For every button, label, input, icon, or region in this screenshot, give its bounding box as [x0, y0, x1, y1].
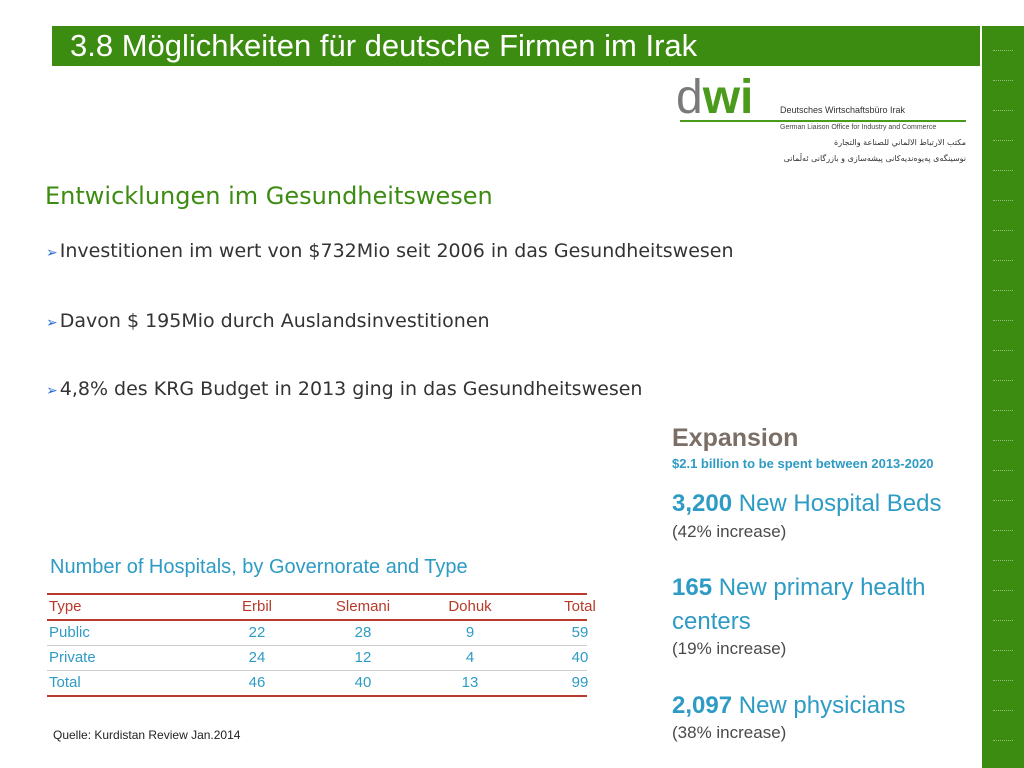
strip-dots [993, 110, 1013, 113]
strip-dots [993, 680, 1013, 683]
bullet-item: ➢ 4,8% des KRG Budget in 2013 ging in das… [46, 378, 642, 400]
bullet-text: Davon $ 195Mio durch Auslandsinvestition… [59, 310, 490, 332]
stat-label-continued: centers [672, 608, 751, 635]
stat-primary-health-centers: 165 New primary health [672, 574, 925, 602]
slide-title: 3.8 Möglichkeiten für deutsche Firmen im… [70, 28, 698, 63]
strip-dots [993, 740, 1013, 743]
stat-number: 3,200 [672, 490, 733, 517]
table-row: Public 22 28 9 59 [47, 621, 588, 646]
table-cell: 40 [354, 674, 372, 691]
table-cell: 28 [354, 624, 372, 641]
bullet-item: ➢ Davon $ 195Mio durch Auslandsinvestitio… [46, 310, 490, 332]
strip-dots [993, 50, 1013, 53]
table-cell: 24 [248, 649, 266, 666]
table-cell: 46 [248, 674, 266, 691]
strip-dots [993, 290, 1013, 293]
logo-org-name-de: Deutsches Wirtschaftsbüro Irak [780, 105, 906, 115]
stat-label: New physicians [738, 692, 906, 719]
column-header: Type [49, 598, 82, 615]
section-heading: Entwicklungen im Gesundheitswesen [45, 182, 493, 210]
strip-dots [993, 410, 1013, 413]
stat-number: 2,097 [672, 692, 733, 719]
strip-dots [993, 560, 1013, 563]
table-cell: 40 [571, 649, 589, 666]
table-header-row: Type Erbil Slemani Dohuk Total [47, 593, 596, 621]
table-cell: Public [49, 624, 90, 641]
strip-dots [993, 710, 1013, 713]
logo-rule [680, 120, 966, 122]
logo-mark-wi: wi [702, 71, 754, 124]
strip-dots [993, 590, 1013, 593]
hospitals-table-title: Number of Hospitals, by Governorate and … [50, 556, 468, 578]
table-row-total: Total 46 40 13 99 [47, 671, 588, 697]
logo-org-name-ar: مكتب الارتباط الالماني للصناعة والتجارة [834, 138, 966, 147]
strip-dots [993, 320, 1013, 323]
title-bar [52, 26, 980, 66]
table-cell: 4 [465, 649, 475, 666]
expansion-title: Expansion [672, 424, 799, 452]
strip-dots [993, 500, 1013, 503]
bullet-item: ➢ Investitionen im wert von $732Mio seit … [46, 240, 734, 262]
hospitals-table: Type Erbil Slemani Dohuk Total Public 22… [47, 593, 596, 697]
table-cell: Private [49, 649, 96, 666]
stat-label: New Hospital Beds [738, 490, 942, 517]
bullet-text: Investitionen im wert von $732Mio seit 2… [59, 240, 734, 262]
strip-dots [993, 470, 1013, 473]
stat-note: (38% increase) [672, 723, 787, 742]
column-header: Dohuk [448, 598, 492, 615]
arrow-bullet-icon: ➢ [46, 383, 58, 399]
table-cell: 99 [571, 674, 589, 691]
strip-dots [993, 230, 1013, 233]
stat-note: (42% increase) [672, 522, 787, 541]
strip-dots [993, 380, 1013, 383]
strip-dots [993, 140, 1013, 143]
table-cell: 13 [461, 674, 479, 691]
stat-number: 165 [672, 574, 713, 601]
bullet-text: 4,8% des KRG Budget in 2013 ging in das … [59, 378, 643, 400]
arrow-bullet-icon: ➢ [46, 315, 58, 331]
stat-physicians: 2,097 New physicians [672, 692, 905, 720]
stat-hospital-beds: 3,200 New Hospital Beds [672, 490, 942, 518]
stat-note: (19% increase) [672, 639, 787, 658]
strip-dots [993, 620, 1013, 623]
dwi-logo-mark: dwi [676, 74, 753, 122]
table-cell: 12 [354, 649, 372, 666]
source-note: Quelle: Kurdistan Review Jan.2014 [53, 728, 241, 742]
logo-org-name-en: German Liaison Office for Industry and C… [780, 124, 937, 131]
arrow-bullet-icon: ➢ [46, 245, 58, 261]
stat-label: New primary health [718, 574, 926, 601]
strip-dots [993, 350, 1013, 353]
column-header: Total [564, 598, 596, 615]
right-decorative-strip [982, 26, 1024, 768]
strip-dots [993, 80, 1013, 83]
strip-dots [993, 530, 1013, 533]
strip-dots [993, 260, 1013, 263]
table-row: Private 24 12 4 40 [47, 646, 588, 671]
logo-mark-d: d [676, 71, 703, 124]
column-header: Slemani [335, 598, 391, 615]
column-header: Erbil [241, 598, 272, 615]
table-cell: Total [49, 674, 81, 691]
strip-dots [993, 650, 1013, 653]
strip-dots [993, 200, 1013, 203]
logo-org-name-ku: نوسینگەی پەیوەندیەکانی پیشەسازی و بازرگا… [783, 154, 966, 163]
dwi-logo: dwi Deutsches Wirtschaftsbüro Irak Germa… [676, 74, 968, 174]
expansion-subtitle: $2.1 billion to be spent between 2013-20… [672, 456, 934, 471]
table-cell: 22 [248, 624, 266, 641]
table-cell: 9 [465, 624, 475, 641]
strip-dots [993, 170, 1013, 173]
strip-dots [993, 440, 1013, 443]
table-cell: 59 [571, 624, 589, 641]
